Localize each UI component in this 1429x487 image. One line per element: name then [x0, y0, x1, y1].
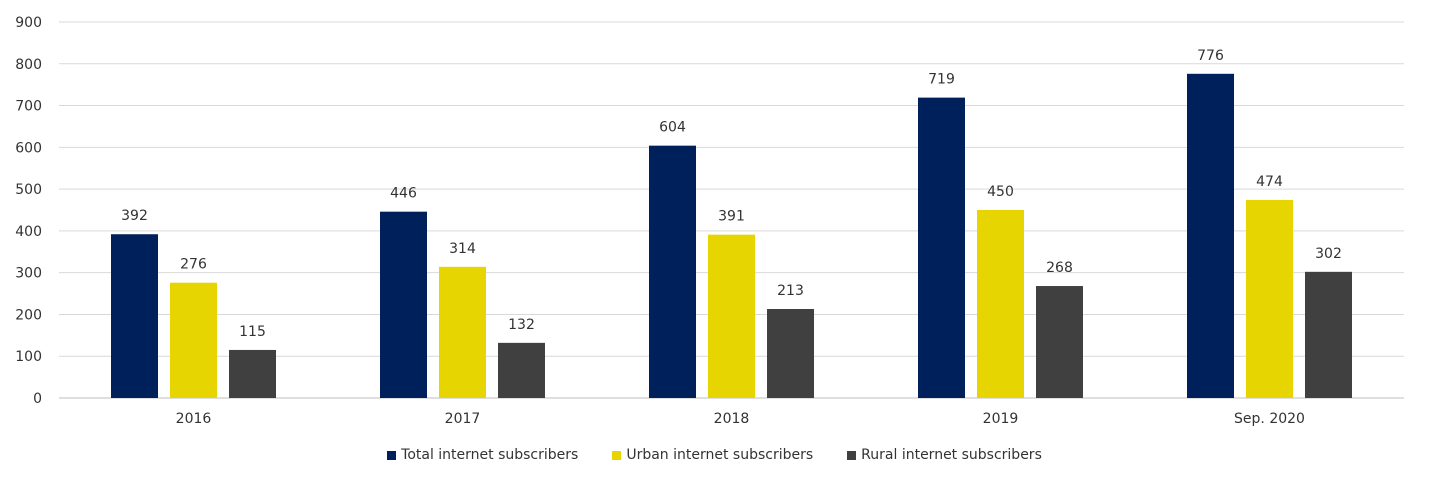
bar-3-1: [229, 349, 276, 398]
bar-3-2: [498, 342, 545, 398]
data-label-3-4: 268: [1046, 260, 1073, 276]
bar-1-1: [111, 234, 158, 398]
bar-2-3: [708, 234, 755, 398]
data-label-3-2: 132: [508, 317, 535, 333]
legend-item-total: Total internet subscribers: [387, 447, 578, 463]
data-label-1-4: 719: [928, 72, 955, 88]
legend: Total internet subscribers Urban interne…: [0, 447, 1429, 463]
bar-2-5: [1246, 199, 1293, 398]
legend-swatch-urban: [612, 450, 622, 460]
bar-2-1: [170, 282, 217, 398]
y-tick-label-0: 0: [33, 391, 42, 407]
data-label-2-4: 450: [987, 184, 1014, 200]
y-tick-label-100: 100: [15, 349, 42, 365]
data-label-2-2: 314: [449, 241, 476, 257]
x-tick-label-1: 2016: [176, 411, 212, 427]
y-axis: 0 100 200 300 400 500 600 700 800 900: [15, 15, 42, 407]
bar-1-5: [1187, 73, 1234, 398]
legend-item-urban: Urban internet subscribers: [612, 447, 813, 463]
data-label-1-1: 392: [121, 208, 148, 224]
legend-label-rural: Rural internet subscribers: [861, 447, 1042, 463]
bar-2-2: [439, 266, 486, 398]
x-tick-label-2: 2017: [445, 411, 481, 427]
bar-2-4: [977, 210, 1024, 398]
x-tick-label-3: 2018: [714, 411, 750, 427]
data-label-2-3: 391: [718, 209, 745, 225]
legend-swatch-rural: [847, 450, 857, 460]
legend-swatch-total: [387, 450, 397, 460]
legend-label-urban: Urban internet subscribers: [626, 447, 814, 463]
y-tick-label-200: 200: [15, 307, 42, 323]
bar-1-2: [380, 211, 427, 398]
bar-3-3: [767, 309, 814, 398]
x-tick-label-5: Sep. 2020: [1234, 411, 1305, 427]
y-tick-label-700: 700: [15, 99, 42, 115]
data-label-2-1: 276: [180, 257, 207, 273]
y-tick-label-600: 600: [15, 140, 42, 156]
gridlines: [59, 21, 1404, 399]
y-tick-label-800: 800: [15, 57, 42, 73]
y-tick-label-400: 400: [15, 224, 42, 240]
data-label-3-5: 302: [1315, 246, 1342, 262]
bar-3-4: [1036, 286, 1083, 398]
data-label-2-5: 474: [1256, 174, 1283, 190]
data-label-3-3: 213: [777, 283, 804, 299]
bar-3-5: [1305, 271, 1352, 398]
bar-1-3: [649, 145, 696, 398]
y-tick-label-500: 500: [15, 182, 42, 198]
data-label-1-2: 446: [390, 186, 417, 202]
data-label-1-5: 776: [1197, 48, 1224, 64]
legend-item-rural: Rural internet subscribers: [847, 447, 1042, 463]
x-axis: 2016 2017 2018 2019 Sep. 2020: [176, 411, 1305, 427]
legend-label-total: Total internet subscribers: [401, 447, 579, 463]
x-tick-label-4: 2019: [983, 411, 1019, 427]
bar-1-4: [918, 97, 965, 399]
y-tick-label-300: 300: [15, 266, 42, 282]
bars: [111, 73, 1352, 399]
data-label-1-3: 604: [659, 120, 686, 136]
y-tick-label-900: 900: [15, 15, 42, 31]
data-label-3-1: 115: [239, 324, 266, 340]
data-labels: 392 276 115 446 314 132 604 391 213 719 450 268 776 4…: [121, 48, 1342, 340]
